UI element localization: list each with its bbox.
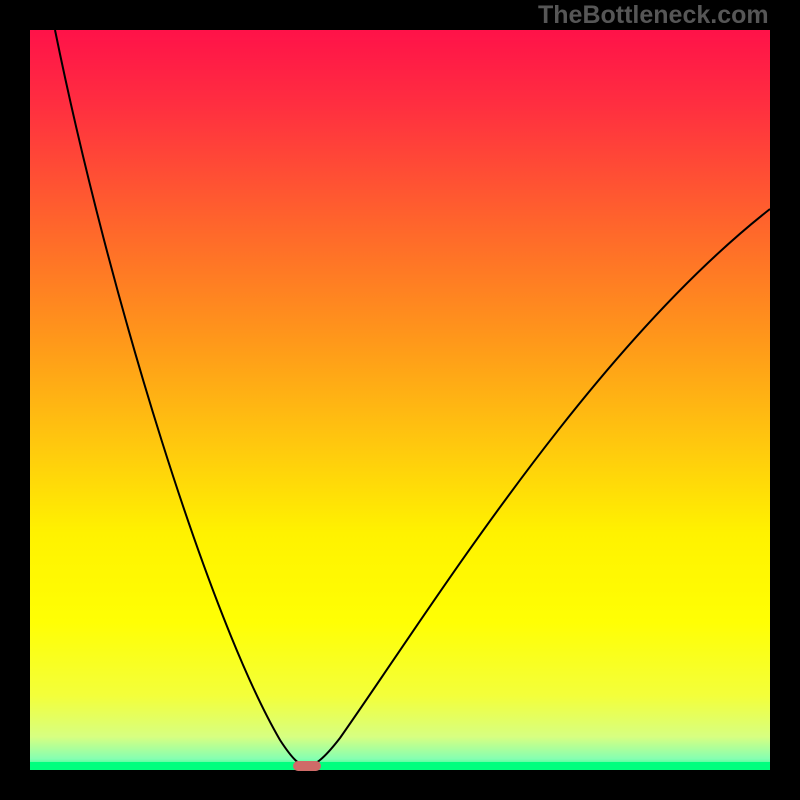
bottom-green-band	[30, 762, 770, 770]
watermark-text: TheBottleneck.com	[538, 1, 769, 30]
chart-frame: TheBottleneck.com	[0, 0, 800, 800]
chart-svg	[0, 0, 800, 800]
min-marker	[293, 761, 321, 771]
plot-background	[30, 30, 770, 770]
